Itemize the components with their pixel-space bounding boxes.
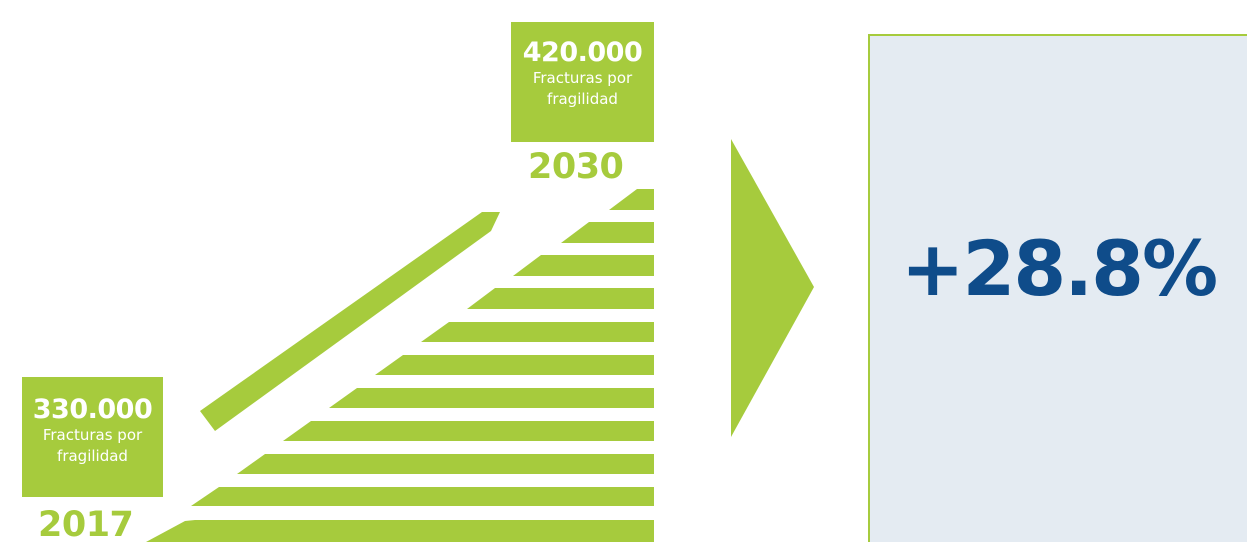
stair-step (329, 388, 654, 408)
stair-step (609, 189, 654, 210)
stair-step (237, 454, 654, 474)
stair-step (146, 520, 654, 542)
right-chevron-arrow-icon (731, 139, 814, 437)
growth-percentage: +28.8% (900, 224, 1218, 313)
start-value: 330.000 (32, 394, 153, 425)
stair-step (421, 322, 654, 342)
start-label-line1: Fracturas por (42, 426, 143, 444)
stat-panel: +28.8% (868, 34, 1247, 542)
end-value: 420.000 (522, 37, 643, 68)
stepped-staircase-icon (146, 189, 654, 542)
start-label-line2: fragilidad (57, 447, 128, 465)
end-year: 2030 (528, 147, 624, 187)
stair-step (375, 355, 654, 375)
stair-step (513, 255, 654, 276)
stair-step (467, 288, 654, 309)
start-value-box: 330.000 Fracturas por fragilidad (22, 377, 163, 497)
stair-step (283, 421, 654, 441)
end-label-line2: fragilidad (547, 90, 618, 108)
end-value-box: 420.000 Fracturas por fragilidad (511, 22, 654, 142)
growth-arrow-icon (200, 212, 500, 431)
stair-step (191, 487, 654, 506)
start-year: 2017 (38, 505, 134, 545)
end-label-line1: Fracturas por (532, 69, 633, 87)
stair-step (561, 222, 654, 243)
